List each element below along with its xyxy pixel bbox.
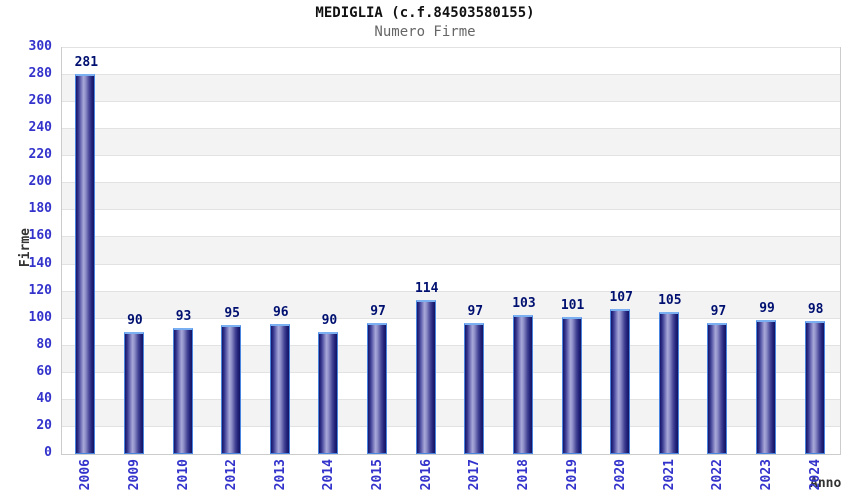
plot-band	[62, 75, 840, 103]
x-axis-title: Anno	[810, 476, 842, 491]
bar-2023	[756, 320, 777, 454]
bar-value-label: 90	[127, 313, 143, 329]
y-tick-label: 160	[28, 228, 52, 244]
gridline	[62, 74, 840, 76]
gridline	[62, 317, 840, 319]
bar-value-label: 95	[224, 306, 241, 322]
bar-value-label: 93	[175, 309, 192, 325]
y-tick-label: 180	[28, 201, 52, 217]
gridline	[62, 263, 840, 265]
gridline	[62, 371, 840, 373]
bar-value-label: 90	[321, 313, 338, 329]
x-tick-label: 2006	[78, 459, 94, 491]
bar-value-label: 99	[759, 301, 775, 317]
y-tick-label: 20	[36, 417, 52, 433]
x-tick-label: 2016	[418, 459, 434, 491]
y-tick-label: 280	[28, 66, 52, 82]
x-tick-label: 2010	[175, 459, 191, 491]
gridline	[62, 236, 840, 238]
bar-2018	[512, 314, 533, 454]
bar-2019	[561, 317, 582, 454]
gridline	[62, 290, 840, 292]
x-tick-label: 2014	[321, 459, 337, 491]
bar-2010	[172, 328, 193, 454]
bar-value-label: 97	[467, 303, 484, 319]
bar-2012	[221, 325, 242, 454]
x-tick-label: 2023	[759, 459, 775, 491]
plot-band	[62, 129, 840, 157]
bar-2009	[123, 332, 144, 454]
y-tick-label: 200	[28, 174, 52, 190]
bar-2013	[269, 324, 290, 454]
gridline	[62, 398, 840, 400]
bar-2016	[415, 299, 436, 454]
x-tick-label: 2021	[661, 459, 677, 491]
bar-2017	[464, 322, 485, 454]
plot-band	[62, 183, 840, 211]
gridline	[62, 425, 840, 427]
bar-2015	[367, 322, 388, 454]
x-tick-label: 2018	[515, 459, 531, 491]
y-tick-label: 60	[36, 363, 52, 379]
plot-band	[62, 237, 840, 265]
y-tick-label: 100	[28, 309, 52, 325]
y-tick-label: 80	[36, 336, 52, 352]
chart-subtitle: Numero Firme	[374, 24, 476, 40]
gridline	[62, 344, 840, 346]
bar-value-label: 97	[710, 303, 727, 319]
x-tick-label: 2012	[224, 459, 240, 491]
x-tick-label: 2015	[370, 459, 386, 491]
y-tick-label: 260	[28, 93, 52, 109]
y-tick-label: 120	[28, 282, 52, 298]
x-tick-label: 2020	[613, 459, 629, 491]
bar-value-label: 98	[807, 302, 824, 318]
x-tick-label: 2013	[272, 459, 288, 491]
bar-2024	[804, 321, 825, 454]
gridline	[62, 101, 840, 103]
x-tick-label: 2019	[564, 459, 580, 491]
chart-title: MEDIGLIA (c.f.84503580155)	[315, 5, 535, 21]
bar-value-label: 97	[370, 303, 386, 319]
bar-value-label: 114	[414, 280, 439, 296]
y-tick-label: 0	[44, 445, 52, 460]
x-tick-label: 2022	[710, 459, 726, 491]
bar-2014	[318, 332, 339, 454]
plot-band	[62, 291, 840, 319]
plot-area	[61, 47, 841, 455]
gridline	[62, 47, 840, 48]
y-tick-label: 220	[28, 147, 52, 163]
gridline	[62, 128, 840, 130]
x-tick-label: 2017	[467, 459, 483, 491]
bar-value-label: 96	[272, 305, 289, 321]
bar-2006	[75, 73, 96, 454]
y-tick-label: 140	[28, 255, 52, 271]
y-tick-label: 240	[28, 120, 52, 136]
bar-2020	[610, 309, 631, 454]
bar-2022	[707, 322, 728, 454]
gridline	[62, 182, 840, 184]
bar-value-label: 101	[560, 298, 585, 314]
y-tick-label: 40	[36, 390, 52, 406]
bar-value-label: 107	[609, 290, 633, 306]
y-tick-label: 300	[28, 39, 52, 54]
x-tick-label: 2009	[126, 459, 142, 491]
x-tick-label: 2024	[807, 459, 823, 491]
gridline	[62, 209, 840, 211]
bar-value-label: 281	[74, 54, 99, 70]
bar-value-label: 105	[658, 292, 682, 308]
gridline	[62, 155, 840, 157]
bar-value-label: 103	[512, 295, 536, 311]
bar-2021	[658, 311, 679, 454]
